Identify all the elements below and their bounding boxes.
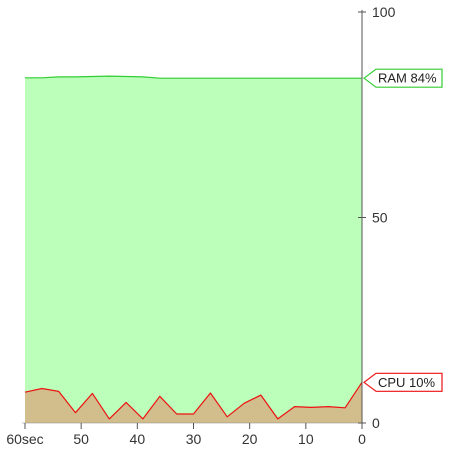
x-tick-label: 30 <box>186 431 202 447</box>
x-tick-label: 0 <box>358 431 366 447</box>
ram-callout-label: RAM 84% <box>378 71 437 86</box>
x-tick-label: 60sec <box>6 431 43 447</box>
y-tick-label: 0 <box>372 415 380 431</box>
series-callouts: RAM 84% CPU 10% <box>363 68 443 392</box>
cpu-callout-label: CPU 10% <box>378 375 436 390</box>
ram-area <box>25 76 362 423</box>
y-tick-label: 50 <box>372 210 388 226</box>
x-tick-label: 40 <box>130 431 146 447</box>
ram-callout-box <box>363 68 443 88</box>
cpu-line <box>24 381 363 420</box>
y-tick-label: 100 <box>372 4 396 20</box>
x-tick-label: 20 <box>242 431 258 447</box>
ram-line <box>25 75 362 79</box>
x-tick-label: 50 <box>73 431 89 447</box>
cpu-callout-box <box>363 372 443 392</box>
x-tick-label: 10 <box>298 431 314 447</box>
series-areas <box>24 75 363 423</box>
cpu-area <box>25 382 362 423</box>
